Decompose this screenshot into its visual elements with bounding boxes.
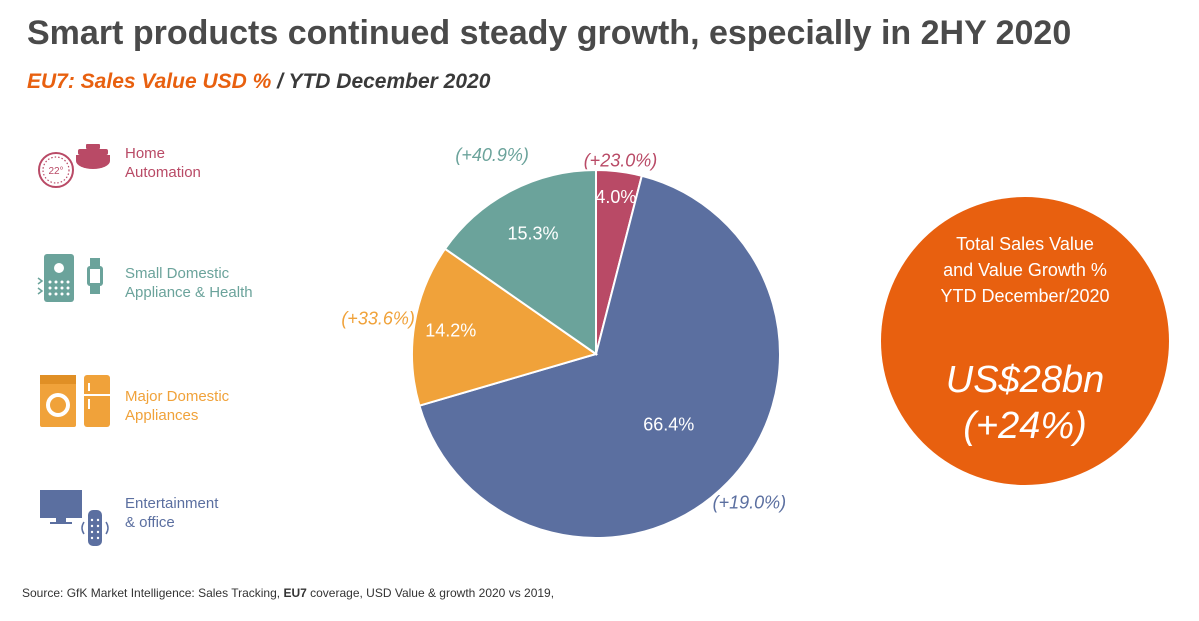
slice-value-label: 14.2% [425, 320, 476, 340]
tv-smart-speaker-icon [40, 490, 109, 546]
legend-label: Home Automation [125, 145, 201, 181]
source-suffix: coverage, USD Value & growth 2020 vs 201… [306, 586, 555, 600]
total-sales-bubble: Total Sales Value and Value Growth % YTD… [881, 197, 1169, 485]
legend-label: Major Domestic Appliances [125, 388, 230, 424]
slice-growth-label: (+19.0%) [713, 492, 787, 512]
subtitle-period: / YTD December 2020 [271, 70, 491, 93]
subtitle: EU7: Sales Value USD % / YTD December 20… [27, 70, 490, 94]
legend-item-small-domestic: Small Domestic Appliance & Health [34, 248, 294, 308]
smart-home-thermostat-icon: 22° [38, 144, 110, 188]
legend-item-home-automation: 22° Home Automation [34, 140, 294, 200]
slice-growth-label: (+40.9%) [455, 145, 529, 165]
svg-text:22°: 22° [48, 166, 63, 177]
washing-machine-fridge-icon [40, 375, 110, 427]
subtitle-metric: EU7: Sales Value USD % [27, 70, 272, 93]
air-purifier-smartwatch-icon [37, 254, 103, 302]
page-title: Smart products continued steady growth, … [27, 14, 1072, 52]
source-coverage: EU7 [283, 586, 307, 600]
slice-value-label: 66.4% [643, 414, 694, 434]
pie-slice-entertainment-office [418, 174, 781, 539]
total-sales-caption: Total Sales Value and Value Growth % YTD… [940, 234, 1110, 306]
slice-value-label: 4.0% [595, 187, 636, 207]
legend-item-entertainment: Entertainment & office [34, 490, 294, 550]
source-prefix: Source: GfK Market Intelligence: Sales T… [22, 586, 284, 600]
pie-slice-major-domestic-appliances [411, 247, 599, 407]
total-sales-growth: (+24%) [963, 405, 1087, 447]
source-note: Source: GfK Market Intelligence: Sales T… [22, 586, 554, 600]
legend-label: Small Domestic Appliance & Health [125, 265, 253, 301]
slice-growth-label: (+33.6%) [341, 308, 415, 328]
slice-value-label: 15.3% [507, 223, 558, 243]
pie-slice-small-domestic-appliance-health [443, 168, 597, 356]
legend-item-major-domestic: Major Domestic Appliances [34, 371, 294, 431]
slice-growth-label: (+23.0%) [584, 151, 658, 171]
total-sales-value: US$28bn [945, 359, 1105, 401]
legend-label: Entertainment & office [125, 495, 219, 531]
